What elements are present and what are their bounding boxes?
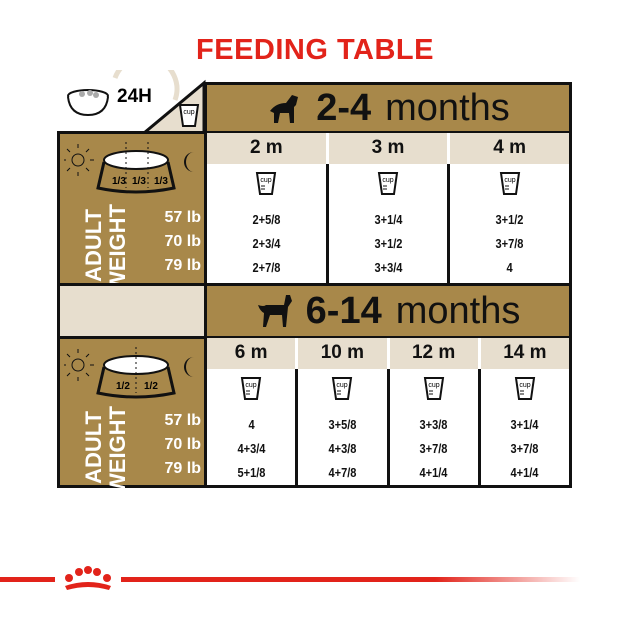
data-cell: cup 3+1/4 3+1/2 3+3/4 [329, 164, 451, 283]
adult-label: ADULT [81, 411, 106, 484]
puppy-icon [270, 95, 299, 123]
cup-icon: cup [423, 377, 444, 400]
feeding-amount: 2+3/4 [252, 236, 281, 251]
cup-icon: cup [332, 377, 353, 400]
feeding-amount: 3+7/8 [419, 441, 448, 456]
feeding-amount: 3+1/2 [495, 212, 524, 227]
col-12m: 12 m [390, 338, 481, 369]
adult-label: ADULT [81, 209, 106, 282]
adult-dog-icon [257, 295, 292, 327]
col-14m: 14 m [503, 342, 547, 363]
24h-label: 24H [117, 86, 152, 107]
data-cells-1: cup 2+5/8 2+3/4 2+7/8 cup 3+1/4 3+1/2 3+3/4 cup 3… [204, 164, 572, 286]
feeding-amount: 3+1/4 [374, 212, 402, 227]
svg-text:cup: cup [382, 177, 393, 184]
cup-icon: cup [377, 172, 399, 195]
left-panel-2: 1/2 1/2 ADULT WEIGHT 57 lb 70 lb 79 lb [57, 336, 207, 494]
weight-list: 57 lb 70 lb 79 lb [164, 209, 201, 274]
svg-text:cup: cup [245, 382, 256, 389]
feeding-amount: 4+1/4 [510, 465, 539, 480]
svg-text:1/3: 1/3 [112, 176, 126, 187]
cup-icon: cup [256, 172, 277, 195]
feeding-amount: 3+3/4 [374, 260, 402, 275]
col-6m: 6 m [207, 338, 299, 369]
svg-text:1/3: 1/3 [132, 176, 146, 187]
col-10m: 10 m [298, 338, 390, 369]
svg-text:cup: cup [337, 382, 348, 389]
feeding-amount: 4 [248, 417, 255, 432]
weight-list: 57 lb 70 lb 79 lb [164, 412, 201, 477]
moon-icon [184, 357, 194, 377]
svg-text:1/2: 1/2 [116, 381, 130, 392]
data-cell: cup 3+1/4 3+7/8 4+1/4 [481, 369, 569, 485]
feeding-amount: 4+3/8 [328, 441, 357, 456]
svg-text:cup: cup [504, 177, 515, 184]
svg-text:1/2: 1/2 [144, 381, 158, 392]
col-4m: 4 m [493, 137, 527, 158]
footer-line [0, 577, 580, 582]
cup-icon: cup [499, 172, 520, 195]
svg-text:cup: cup [519, 382, 530, 389]
bowl-thirds-icon: 1/3 1/3 1/3 [64, 142, 194, 194]
feeding-amount: 2+5/8 [252, 212, 281, 227]
age-unit: months [395, 289, 521, 332]
age-unit: months [385, 86, 510, 129]
feeding-amount: 4 [506, 260, 513, 275]
data-cell: cup 2+5/8 2+3/4 2+7/8 [207, 164, 329, 283]
moon-icon [184, 152, 194, 172]
age-band-2-4-months: 2-4 months [204, 82, 572, 134]
weight-label: WEIGHT [105, 204, 130, 292]
svg-text:cup: cup [428, 382, 439, 389]
feeding-amount: 3+7/8 [510, 441, 539, 456]
feeding-amount: 3+7/8 [495, 236, 524, 251]
data-cell: cup 3+1/2 3+7/8 4 [450, 164, 569, 283]
cup-icon: cup [240, 377, 262, 400]
col-3m: 3 m [329, 133, 451, 164]
bowl-halves-icon: 1/2 1/2 [64, 347, 194, 399]
royal-canin-crown-logo [55, 562, 121, 592]
weight-label: WEIGHT [105, 406, 130, 494]
data-cells-2: cup 4 4+3/4 5+1/8 cup 3+5/8 4+3/8 4+7/8 cup 3+3/8… [204, 369, 572, 488]
feeding-amount: 3+1/4 [510, 417, 539, 432]
cup-icon: cup [514, 377, 536, 400]
column-headers-1: 2 m 3 m 4 m [204, 133, 572, 164]
column-headers-2: 6 m 10 m 12 m 14 m [204, 338, 572, 369]
svg-text:cup: cup [183, 109, 194, 116]
left-panel-1: 1/3 1/3 1/3 ADULT WEIGHT 57 lb 70 lb 79 lb [57, 131, 207, 292]
feeding-amount: 5+1/8 [237, 465, 266, 480]
svg-text:1/3: 1/3 [154, 176, 168, 187]
data-cell: cup 3+5/8 4+3/8 4+7/8 [298, 369, 390, 485]
left-spacer [57, 283, 207, 339]
age-band-6-14-months: 6-14 months [204, 283, 572, 339]
feeding-amount: 3+3/8 [419, 417, 448, 432]
data-cell: cup 3+3/8 3+7/8 4+1/4 [390, 369, 481, 485]
feeding-amount: 2+7/8 [252, 260, 281, 275]
data-cell: cup 4 4+3/4 5+1/8 [207, 369, 299, 485]
age-range: 6-14 [305, 289, 382, 332]
feeding-amount: 4+7/8 [328, 465, 357, 480]
col-2m: 2 m [207, 133, 329, 164]
page-title: FEEDING TABLE [196, 34, 434, 66]
feeding-amount: 4+3/4 [237, 441, 266, 456]
cup-icon: cup [178, 104, 200, 127]
feeding-amount: 4+1/4 [419, 465, 448, 480]
feeding-amount: 3+1/2 [374, 236, 402, 251]
svg-text:cup: cup [261, 177, 272, 184]
feeding-amount: 3+5/8 [328, 417, 357, 432]
age-range: 2-4 [316, 86, 372, 129]
